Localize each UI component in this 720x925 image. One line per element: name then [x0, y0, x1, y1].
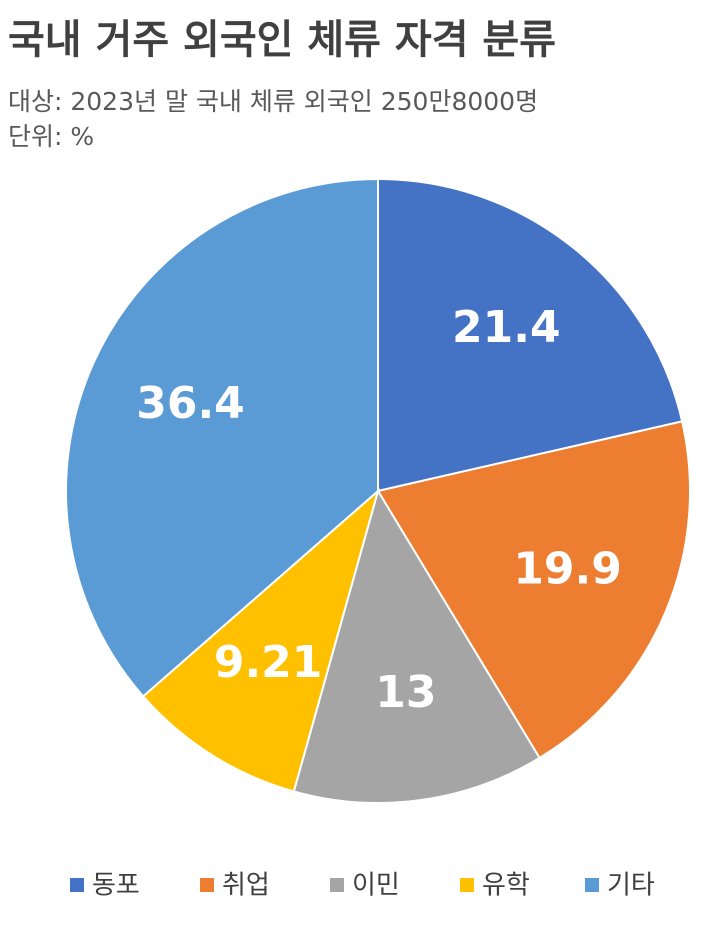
legend-swatch — [200, 878, 214, 892]
legend-swatch — [460, 878, 474, 892]
legend-swatch — [585, 878, 599, 892]
unit-note: 단위: % — [8, 122, 94, 151]
legend-label: 유학 — [482, 871, 530, 901]
legend-label: 취업 — [222, 871, 270, 901]
pie-slice — [292, 488, 541, 804]
data-label: 21.4 — [452, 302, 561, 353]
chart-subtitle: 대상: 2023년 말 국내 체류 외국인 250만8000명 — [8, 87, 538, 116]
legend-swatch — [330, 878, 344, 892]
chart-title: 국내 거주 외국인 체류 자격 분류 — [8, 17, 556, 63]
legend-label: 기타 — [607, 871, 655, 901]
pie-slice — [377, 177, 684, 493]
legend-label: 이민 — [352, 871, 400, 901]
legend-swatch — [70, 878, 84, 892]
pie-slice — [376, 420, 691, 760]
data-label: 13 — [375, 667, 436, 718]
data-label: 19.9 — [513, 543, 622, 594]
data-label: 36.4 — [136, 378, 245, 429]
legend-label: 동포 — [92, 871, 140, 901]
data-label: 9.21 — [214, 637, 323, 688]
pie-slice — [65, 177, 379, 698]
pie-slice — [141, 488, 380, 793]
